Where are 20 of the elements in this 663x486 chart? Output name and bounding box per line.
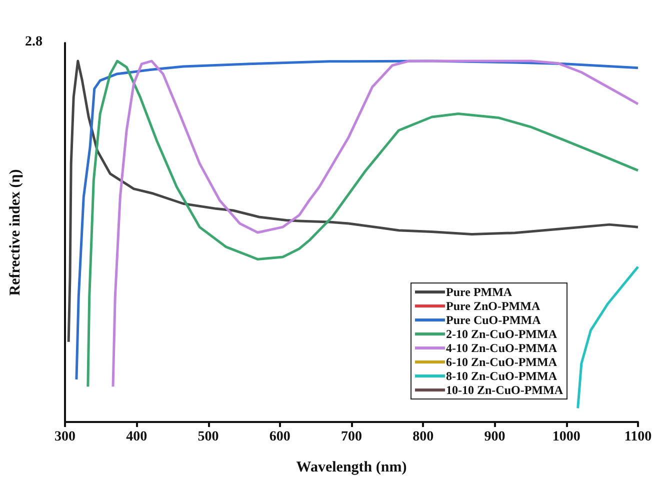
x-tick-label: 600 — [269, 430, 290, 444]
legend-label: Pure CuO-PMMA — [446, 313, 542, 327]
x-tick-label: 1100 — [624, 430, 652, 444]
legend-label: 10-10 Zn-CuO-PMMA — [446, 383, 564, 397]
x-tick-label: 1000 — [552, 430, 580, 444]
x-tick-label: 500 — [198, 430, 219, 444]
y-axis-title: Refrective index (η) — [8, 169, 24, 296]
legend-label: 8-10 Zn-CuO-PMMA — [446, 369, 558, 383]
x-axis-title: Wavelength (nm) — [296, 460, 407, 476]
text: 2.8 — [25, 34, 42, 50]
x-tick-label: 900 — [484, 430, 506, 444]
x-tick-label: 400 — [126, 430, 148, 444]
x-tick-label: 700 — [341, 430, 362, 444]
legend-label: Pure PMMA — [446, 285, 512, 299]
legend-label: 6-10 Zn-CuO-PMMA — [446, 355, 558, 369]
legend-label: 4-10 Zn-CuO-PMMA — [446, 341, 558, 355]
x-tick-label: 300 — [54, 430, 76, 444]
legend-label: Pure ZnO-PMMA — [446, 299, 540, 313]
x-tick-label: 800 — [412, 430, 434, 444]
legend-label: 2-10 Zn-CuO-PMMA — [446, 327, 558, 341]
